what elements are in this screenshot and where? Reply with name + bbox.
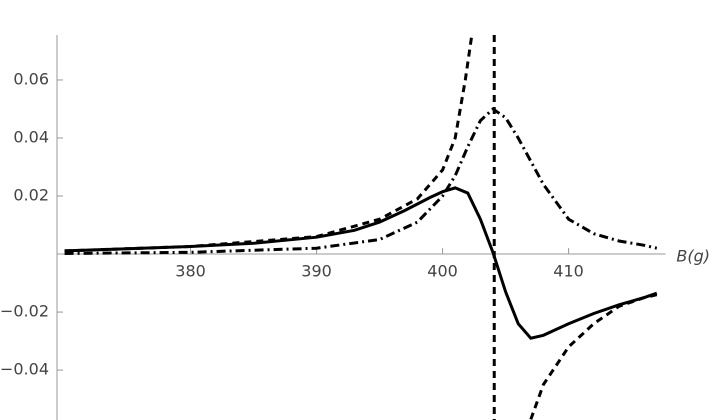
y-tick-label: −0.02: [0, 302, 49, 321]
x-tick-label: 390: [301, 262, 332, 281]
x-tick-label: 410: [553, 262, 584, 281]
series-line: [64, 36, 658, 420]
y-tick-label: 0.04: [13, 127, 49, 146]
x-axis-label: B(g): [676, 247, 710, 266]
series-line: [64, 107, 658, 255]
y-tick-label: 0.02: [13, 186, 49, 205]
y-tick-label: −0.04: [0, 360, 49, 379]
x-tick-label: 400: [427, 262, 458, 281]
y-tick-label: 0.06: [13, 69, 49, 88]
x-tick-label: 380: [175, 262, 206, 281]
